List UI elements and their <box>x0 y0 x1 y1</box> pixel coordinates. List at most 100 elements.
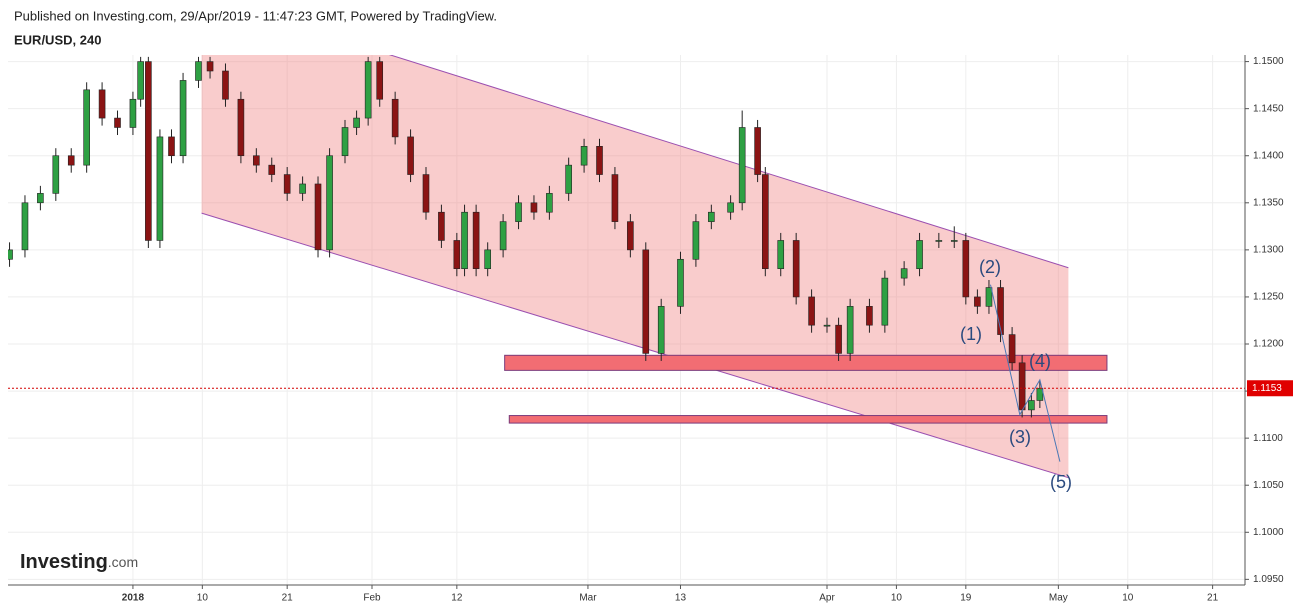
y-tick-label: 1.1100 <box>1253 433 1283 444</box>
y-tick-label: 1.1250 <box>1253 292 1284 303</box>
candle-body <box>21 202 29 251</box>
candle-body <box>1008 334 1016 364</box>
logo: Investing.com <box>20 551 138 573</box>
candle-body <box>168 136 175 157</box>
candle-body <box>461 211 468 269</box>
candle-body <box>179 80 187 157</box>
candle-body <box>253 155 260 166</box>
candle-body <box>353 117 360 128</box>
candle-body <box>777 240 785 269</box>
candle-body <box>692 221 700 260</box>
y-tick-label: 1.1300 <box>1253 245 1284 256</box>
candle-body <box>52 155 60 194</box>
x-tick-label: 12 <box>451 593 463 604</box>
candle-body <box>37 193 44 204</box>
x-tick-label: 21 <box>1207 593 1219 604</box>
candle-body <box>762 174 769 269</box>
candle-body <box>341 127 349 157</box>
candle-body <box>627 221 634 251</box>
candle-body <box>1036 387 1044 401</box>
candle-body <box>391 98 399 138</box>
candle-body <box>299 183 306 194</box>
candle-body <box>808 296 815 326</box>
candle-body <box>677 258 684 307</box>
candle-body <box>114 117 121 128</box>
candle-body <box>364 61 372 119</box>
candle-body <box>727 202 734 213</box>
candle-body <box>83 89 90 166</box>
candle-body <box>206 61 214 72</box>
candle-body <box>546 193 553 213</box>
candle-body <box>708 211 715 222</box>
candle-body <box>985 287 993 307</box>
candle-body <box>997 287 1004 335</box>
candle-body <box>1028 400 1035 411</box>
x-tick-label: 10 <box>891 593 903 604</box>
x-tick-label: Mar <box>579 593 597 604</box>
candle-body <box>314 183 322 251</box>
y-tick-label: 1.0950 <box>1253 574 1284 585</box>
candle-body <box>222 70 229 100</box>
header: Published on Investing.com, 29/Apr/2019 … <box>14 8 497 23</box>
wave-label: (5) <box>1050 472 1072 492</box>
candle-body <box>326 155 333 251</box>
y-tick-label: 1.1200 <box>1253 339 1284 350</box>
candle-body <box>137 61 144 100</box>
logo-name: Investing <box>20 551 108 573</box>
candle-body <box>935 240 943 242</box>
candle-body <box>866 306 873 326</box>
wave-label: (1) <box>960 324 982 344</box>
wave-label: (2) <box>979 257 1001 277</box>
x-tick-label: 10 <box>197 593 209 604</box>
candle-body <box>237 98 245 157</box>
candle-body <box>145 61 152 241</box>
candle-body <box>580 146 588 166</box>
last-price-box <box>1247 380 1293 397</box>
trend-channel <box>201 55 1069 478</box>
candle-body <box>962 240 970 298</box>
candle-body <box>792 240 800 298</box>
y-tick-label: 1.1000 <box>1253 527 1284 538</box>
last-price-label: 1.1153 <box>1252 383 1282 394</box>
x-tick-label: 10 <box>1122 593 1134 604</box>
candle-body <box>407 136 414 175</box>
wave-label: (3) <box>1009 427 1031 447</box>
support-zone <box>508 415 1108 424</box>
candle-body <box>530 202 538 213</box>
candle-body <box>974 296 981 307</box>
candle-body <box>422 174 430 213</box>
x-tick-label: Apr <box>819 593 835 604</box>
candle-body <box>195 61 202 81</box>
y-tick-label: 1.1350 <box>1253 197 1284 208</box>
x-tick-label: 2018 <box>122 593 145 604</box>
candle-body <box>8 249 13 260</box>
candle-body <box>129 98 137 128</box>
candle-body <box>1018 362 1026 411</box>
candle-body <box>515 202 522 222</box>
wave-label: (4) <box>1029 351 1051 371</box>
candle-body <box>268 164 276 175</box>
wave-path <box>990 284 1061 462</box>
candle-body <box>846 306 854 354</box>
y-tick-label: 1.1500 <box>1253 56 1284 67</box>
y-tick-label: 1.1400 <box>1253 150 1284 161</box>
x-tick-label: 21 <box>282 593 294 604</box>
candle-body <box>472 211 480 269</box>
candle-body <box>438 211 445 241</box>
candle-body <box>453 240 461 269</box>
x-tick-label: May <box>1049 593 1068 604</box>
y-tick-label: 1.1050 <box>1253 480 1284 491</box>
candle-body <box>881 277 889 326</box>
candle-body <box>900 268 908 279</box>
candle-body <box>642 249 650 354</box>
candle-body <box>156 136 164 241</box>
candle-body <box>835 324 842 354</box>
candle-body <box>484 249 491 269</box>
candle-body <box>916 240 923 269</box>
candle-body <box>657 306 665 354</box>
candle-body <box>738 127 746 204</box>
x-tick-label: 19 <box>960 593 972 604</box>
x-tick-label: Feb <box>363 593 381 604</box>
candle-body <box>376 61 384 100</box>
